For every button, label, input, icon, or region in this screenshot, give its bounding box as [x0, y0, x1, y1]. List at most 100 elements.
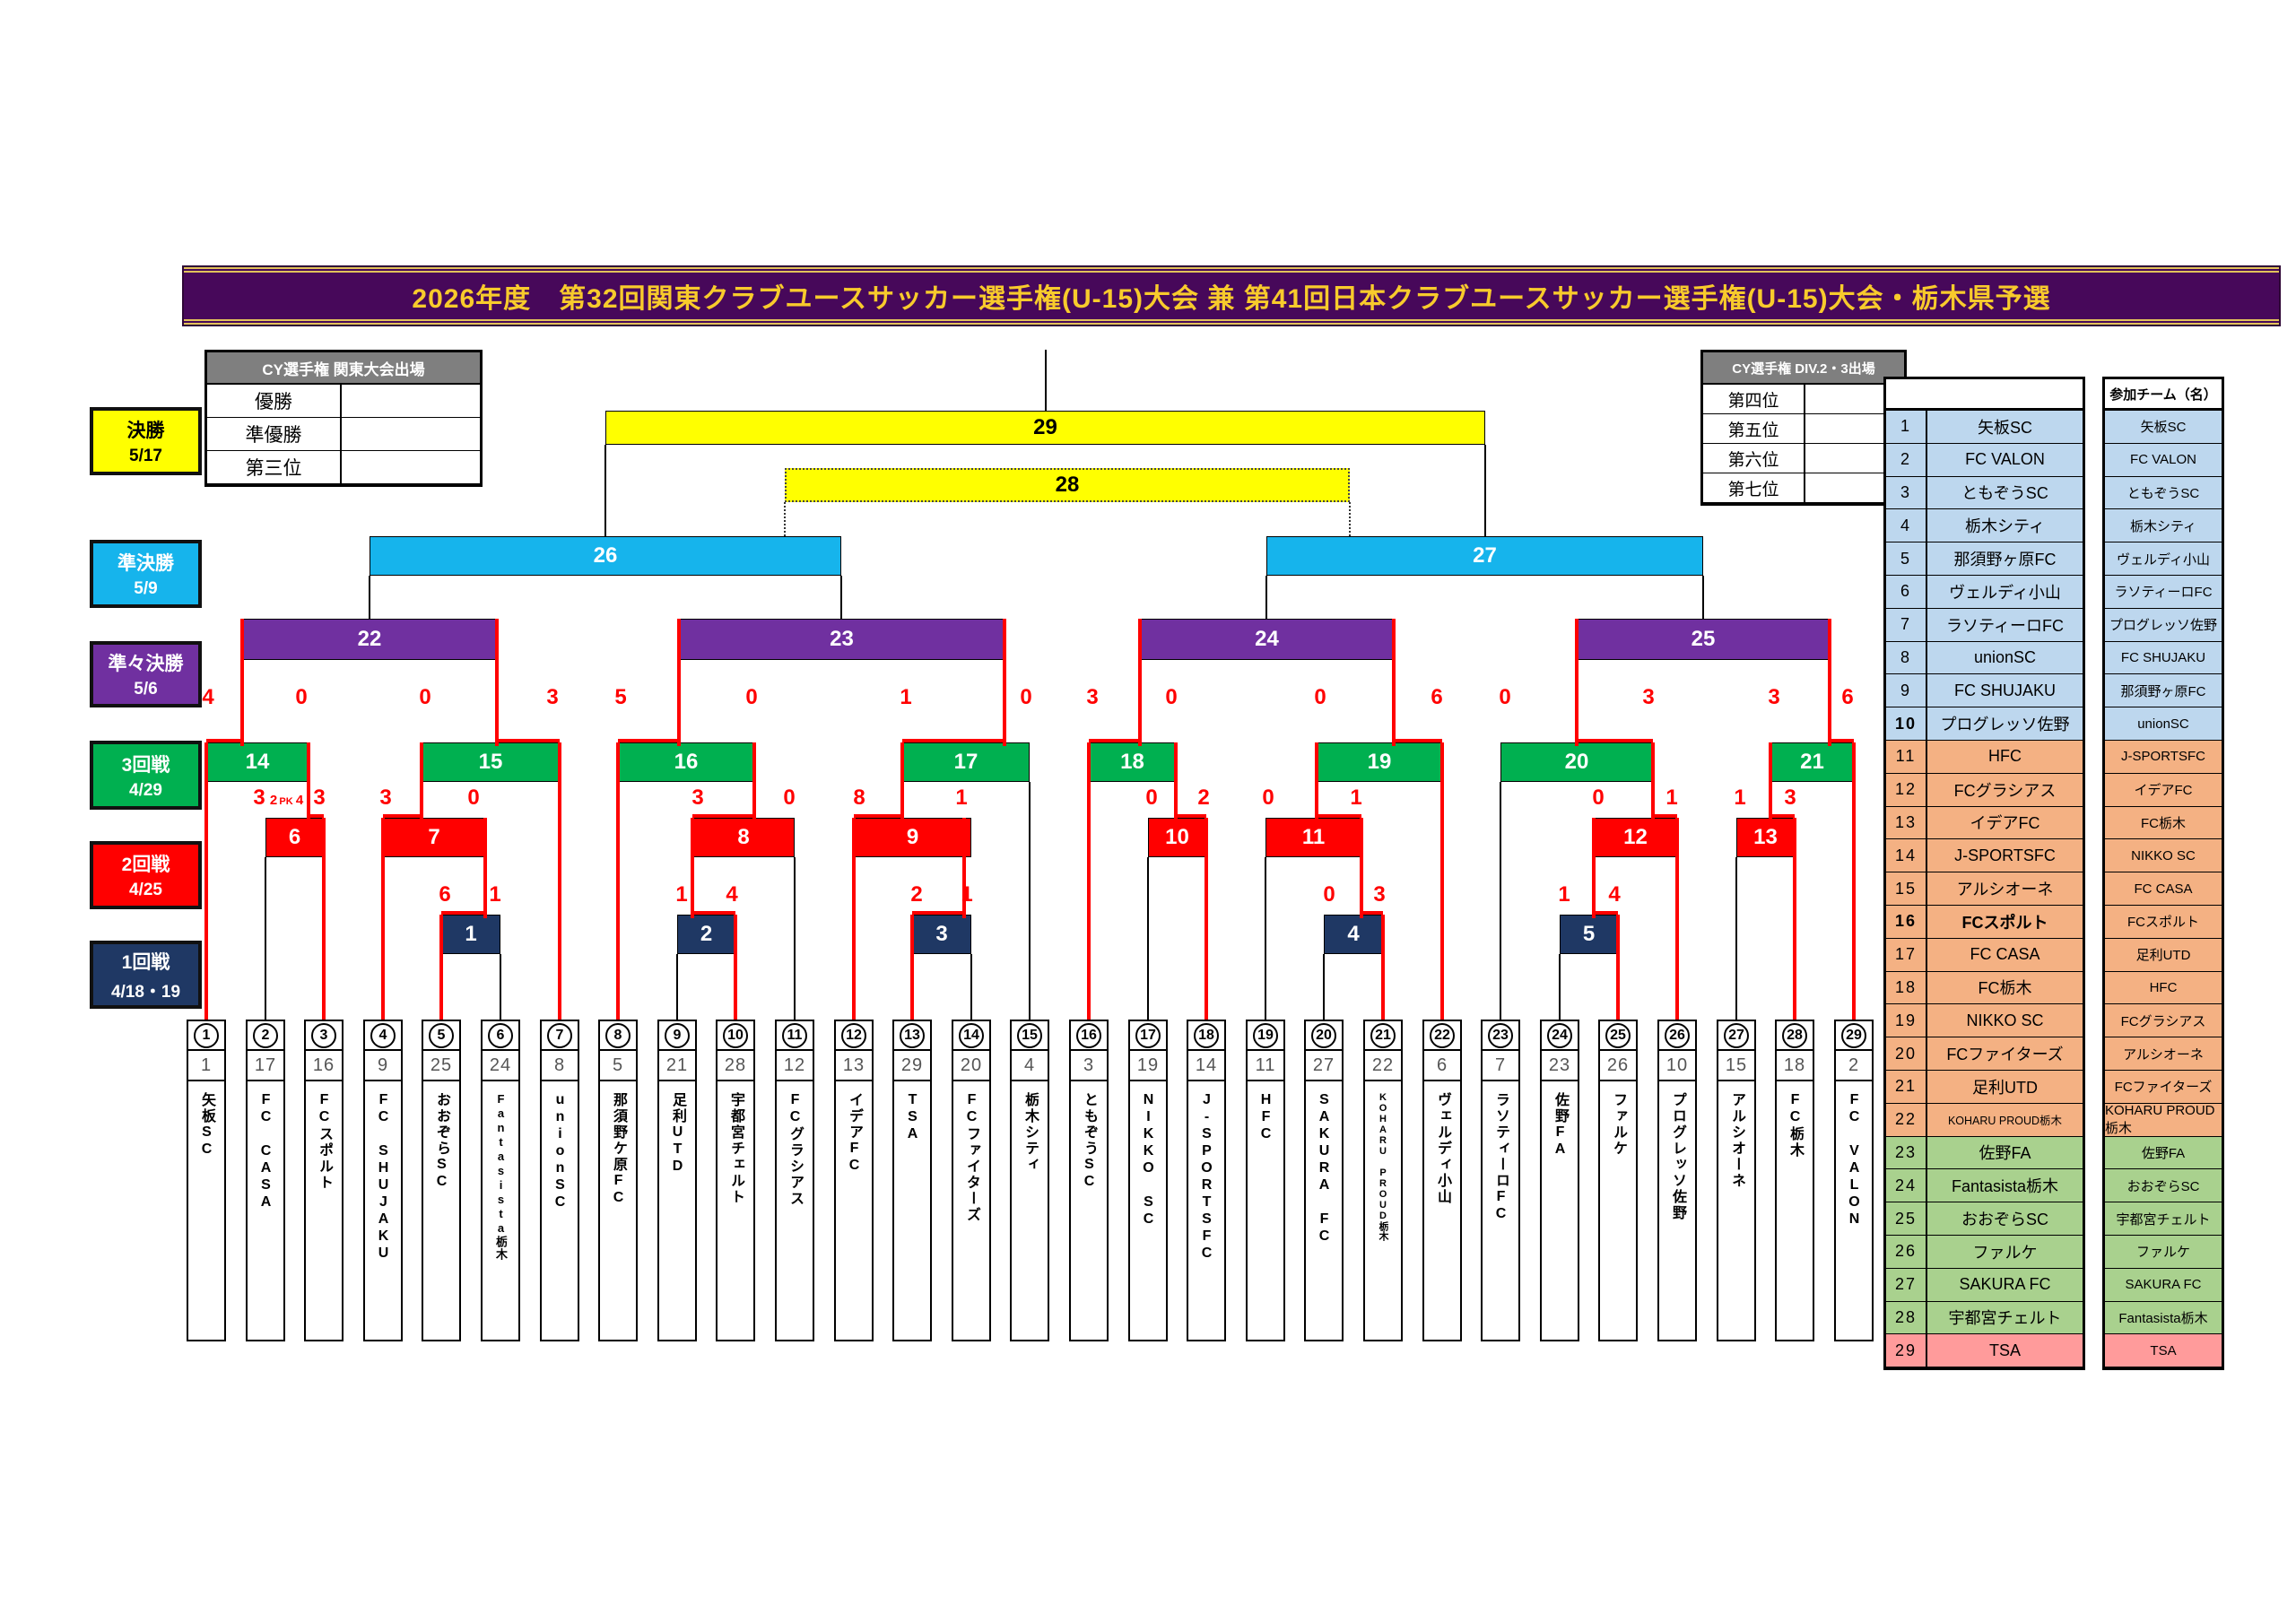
match-number: 21 [1800, 750, 1824, 774]
bracket-connector [483, 818, 487, 918]
rank-value-empty [342, 418, 480, 450]
team-name: FCグラシアス [1953, 781, 2057, 800]
match-number: 7 [428, 825, 440, 849]
team-column: 18 14 J-SPORTSFC [1187, 1020, 1226, 1341]
seed-number: 14 [1886, 839, 1927, 872]
seed-list-row: 9 FC SHUJAKU [1886, 674, 2083, 708]
match-number: 13 [1753, 825, 1778, 849]
match-score: 3 [1784, 785, 1796, 810]
round-label: 2回戦 4/25 [90, 841, 202, 909]
match-number: 4 [1347, 922, 1360, 946]
participant-row: 栃木シティ [2105, 509, 2222, 543]
bracket-connector [1592, 818, 1596, 918]
participant-row: FCスポルト [2105, 905, 2222, 939]
team-column: 23 7 ラソティーロFC [1481, 1020, 1520, 1341]
team-name-vertical: 佐野FA [1540, 1080, 1579, 1341]
draw-position: 22 [1422, 1020, 1462, 1051]
participant-row: ファルケ [2105, 1235, 2222, 1269]
rank-label: 第四位 [1703, 385, 1805, 413]
seed-number: 1 [1886, 411, 1927, 443]
team-seed-number: 12 [775, 1049, 814, 1081]
bracket-connector [794, 857, 796, 1020]
draw-position-number: 17 [1135, 1022, 1161, 1048]
match-score: 0 [1145, 785, 1158, 810]
seed-list-row: 21 足利UTD [1886, 1070, 2083, 1104]
kanto-table-row: 第三位 [207, 451, 480, 484]
seed-list-row: 5 那須野ヶ原FC [1886, 542, 2083, 576]
team-name: FC SHUJAKU [1953, 681, 2056, 699]
match-bar: 18 [1089, 742, 1176, 782]
team-name: FC CASA [2134, 881, 2193, 897]
div23-qualifier-table: CY選手権 DIV.2・3出場 第四位 第五位 第六位 第七位 [1700, 350, 1907, 506]
team-column: 10 28 宇都宮チェルト [716, 1020, 755, 1341]
match-bar: 12 [1594, 818, 1677, 857]
seed-list-row: 15 アルシオーネ [1886, 872, 2083, 906]
team-column: 8 5 那須野ケ原FC [598, 1020, 638, 1341]
rank-value-empty [342, 385, 480, 417]
title-banner: 2026年度 第32回関東クラブユースサッカー選手権(U-15)大会 兼 第41… [182, 265, 2281, 326]
bracket-connector [1484, 445, 1486, 536]
draw-position: 11 [775, 1020, 814, 1051]
team-column: 27 15 アルシオーネ [1717, 1020, 1756, 1341]
team-column: 9 21 足利UTD [657, 1020, 697, 1341]
draw-position-number: 22 [1430, 1022, 1455, 1048]
page-title: 2026年度 第32回関東クラブユースサッカー選手権(U-15)大会 兼 第41… [412, 284, 2051, 314]
seed-list-row: 8 unionSC [1886, 641, 2083, 675]
bracket-connector [1360, 818, 1363, 918]
team-name: FC SHUJAKU [2120, 649, 2206, 665]
participant-row: 那須野ヶ原FC [2105, 674, 2222, 708]
bracket-connector [1087, 742, 1091, 1020]
winner-path-jog [1361, 911, 1383, 915]
match-bar: 6 [265, 818, 324, 857]
team-name: ファルケ [1972, 1243, 2038, 1262]
match-bar: 27 [1266, 536, 1703, 576]
team-name: KOHARU PROUD栃木 [1947, 1115, 2063, 1128]
seed-list-row: 26 ファルケ [1886, 1235, 2083, 1269]
team-name: おおぞらSC [1961, 1211, 2048, 1229]
match-score: 4 [202, 685, 214, 709]
participant-row: 矢板SC [2105, 411, 2222, 444]
match-score: 3 [379, 785, 392, 810]
draw-position: 24 [1540, 1020, 1579, 1051]
bracket-connector [1392, 619, 1396, 746]
team-seed-number: 20 [952, 1049, 991, 1081]
winner-path-jog [1594, 911, 1618, 915]
participant-row: unionSC [2105, 707, 2222, 741]
match-number: 5 [1582, 922, 1596, 946]
winner-path-jog [1176, 814, 1206, 818]
match-number: 6 [288, 825, 301, 849]
team-seed-number: 27 [1304, 1049, 1344, 1081]
match-score: 0 [783, 785, 796, 810]
draw-position: 8 [598, 1020, 638, 1051]
team-name: ともぞうSC [2126, 485, 2200, 501]
winner-path-jog [692, 814, 754, 818]
winner-path-jog [206, 739, 242, 742]
seed-number: 29 [1886, 1334, 1927, 1367]
team-name: 栃木シティ [2129, 518, 2197, 534]
round-label: 決勝 5/17 [90, 407, 202, 475]
bracket-connector [1029, 782, 1031, 1020]
seed-list-row: 17 FC CASA [1886, 938, 2083, 972]
match-bar: 5 [1560, 915, 1618, 954]
seed-number: 9 [1886, 674, 1927, 707]
team-name: 矢板SC [2140, 420, 2187, 436]
team-name: FC VALON [2130, 452, 2196, 468]
bracket-connector [1575, 619, 1578, 746]
seed-number: 17 [1886, 938, 1927, 971]
winner-path-jog [441, 911, 485, 915]
bracket-connector [676, 954, 678, 1020]
team-name: アルシオーネ [1956, 881, 2054, 899]
participant-row: HFC [2105, 971, 2222, 1005]
team-seed-number: 8 [540, 1049, 579, 1081]
match-number: 11 [1301, 825, 1326, 849]
seed-list-row: 22 KOHARU PROUD栃木 [1886, 1103, 2083, 1137]
match-number: 27 [1473, 543, 1497, 568]
bracket-connector [1003, 619, 1006, 746]
team-name: 那須野ヶ原FC [2120, 683, 2206, 699]
team-name: イデアFC [2134, 783, 2193, 799]
draw-position-number: 27 [1724, 1022, 1749, 1048]
match-score: 6 [1841, 685, 1854, 709]
team-name: TSA [2150, 1342, 2177, 1358]
match-bar: 3 [912, 915, 971, 954]
team-name: 宇都宮チェルト [2116, 1211, 2211, 1228]
